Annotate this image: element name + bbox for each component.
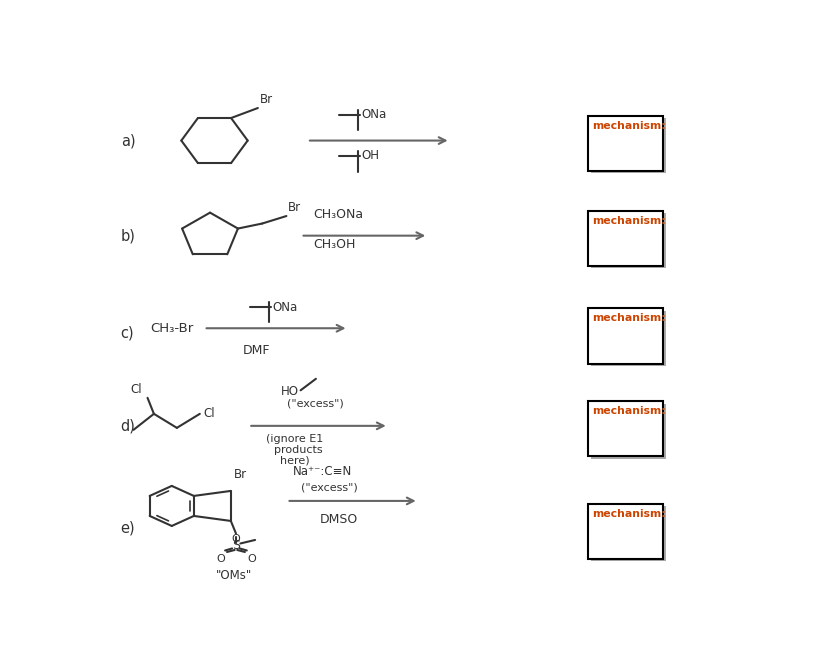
Text: DMF: DMF bbox=[244, 344, 271, 358]
Bar bbox=[588, 401, 663, 456]
Text: O: O bbox=[216, 554, 225, 564]
Text: here): here) bbox=[280, 456, 309, 466]
Text: CH₃ONa: CH₃ONa bbox=[314, 207, 364, 220]
Text: OH: OH bbox=[362, 149, 380, 162]
Text: products: products bbox=[274, 445, 323, 455]
Bar bbox=[591, 506, 666, 561]
Bar bbox=[588, 309, 663, 363]
Text: Cl: Cl bbox=[203, 408, 215, 421]
Text: S: S bbox=[232, 540, 240, 552]
Text: CH₃-Br: CH₃-Br bbox=[151, 322, 194, 335]
Text: Br: Br bbox=[260, 92, 273, 105]
Text: Br: Br bbox=[234, 468, 247, 481]
Text: b): b) bbox=[121, 228, 136, 243]
Bar bbox=[591, 213, 666, 268]
Text: "OMs": "OMs" bbox=[216, 569, 252, 582]
Text: mechanism:: mechanism: bbox=[592, 121, 666, 131]
Text: c): c) bbox=[121, 326, 134, 341]
Bar bbox=[591, 404, 666, 459]
Text: CH₃OH: CH₃OH bbox=[314, 238, 356, 251]
Text: HO: HO bbox=[281, 385, 300, 398]
Bar bbox=[588, 116, 663, 171]
Bar bbox=[591, 118, 666, 174]
Bar bbox=[588, 211, 663, 266]
Text: ("excess"): ("excess") bbox=[300, 482, 357, 493]
Text: ("excess"): ("excess") bbox=[286, 398, 343, 408]
Text: ONa: ONa bbox=[362, 108, 387, 121]
Text: (ignore E1: (ignore E1 bbox=[266, 434, 323, 444]
Text: DMSO: DMSO bbox=[319, 514, 358, 526]
Bar bbox=[591, 311, 666, 366]
Text: ONa: ONa bbox=[272, 301, 298, 314]
Text: mechanism:: mechanism: bbox=[592, 216, 666, 226]
Text: e): e) bbox=[121, 521, 135, 536]
Text: mechanism:: mechanism: bbox=[592, 509, 666, 519]
Text: a): a) bbox=[121, 133, 135, 148]
Text: Na⁺⁻:C≡N: Na⁺⁻:C≡N bbox=[293, 465, 352, 478]
Text: mechanism:: mechanism: bbox=[592, 313, 666, 324]
Text: mechanism:: mechanism: bbox=[592, 406, 666, 416]
Text: O: O bbox=[247, 554, 256, 564]
Text: Br: Br bbox=[288, 201, 301, 214]
Text: d): d) bbox=[121, 419, 136, 434]
Text: O: O bbox=[231, 534, 240, 545]
Bar bbox=[588, 504, 663, 559]
Text: Cl: Cl bbox=[131, 384, 142, 396]
